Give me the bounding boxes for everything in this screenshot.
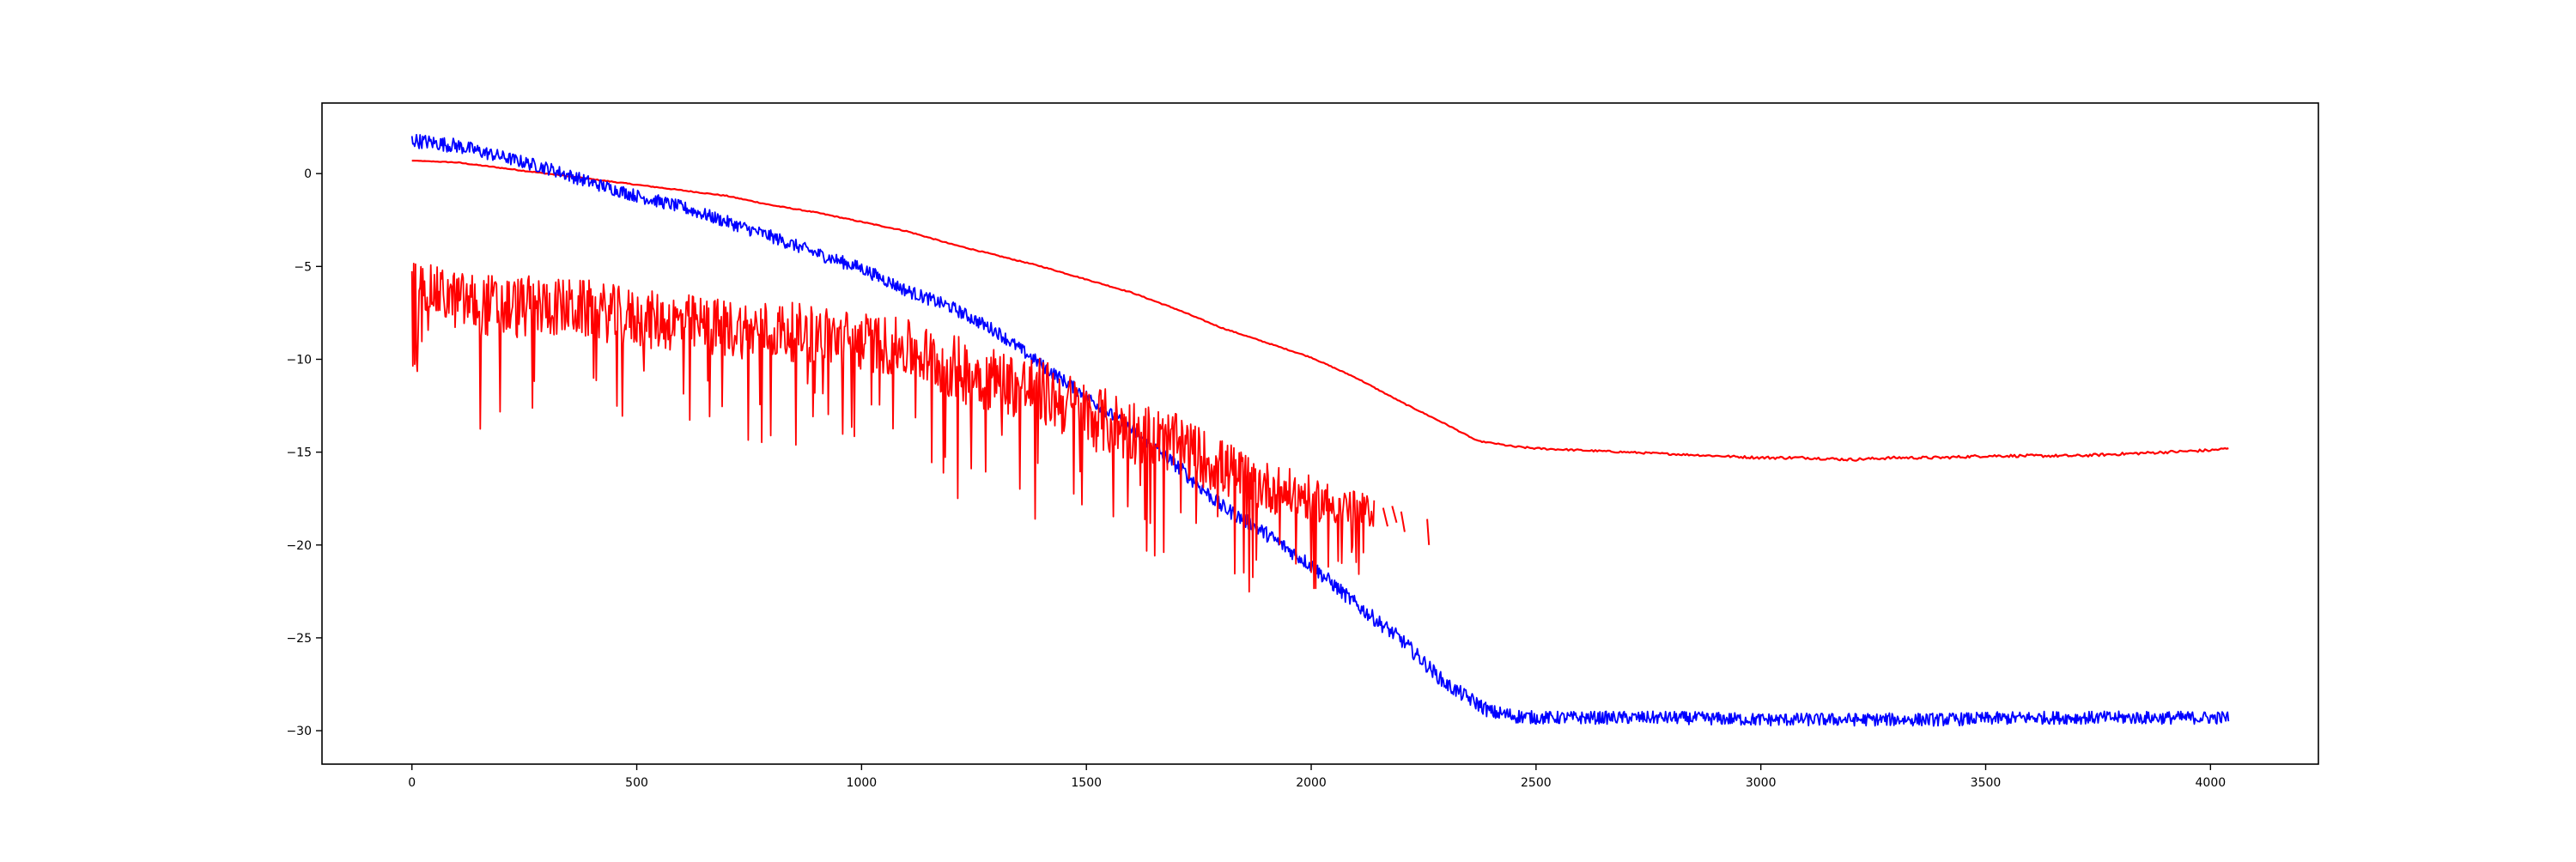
series-4-segment-1 bbox=[1382, 507, 1388, 527]
plot-frame bbox=[321, 102, 2319, 765]
x-tick-label: 1000 bbox=[847, 776, 878, 790]
x-tick-label: 0 bbox=[408, 776, 416, 790]
series-2-line bbox=[410, 134, 2230, 727]
y-tick-label: −10 bbox=[286, 353, 312, 367]
y-axis: 0 −5 −10 −15 −20 −25 −30 bbox=[286, 167, 322, 738]
series-1 bbox=[411, 160, 2229, 462]
y-tick-label: 0 bbox=[304, 167, 312, 181]
series-4-segment-3 bbox=[1400, 511, 1406, 532]
y-tick-label: −25 bbox=[286, 632, 312, 646]
x-tick-label: 1500 bbox=[1071, 776, 1102, 790]
x-tick-label: 500 bbox=[625, 776, 648, 790]
x-tick-label: 3500 bbox=[1971, 776, 2002, 790]
series-3 bbox=[410, 263, 1376, 593]
series-1-line bbox=[411, 160, 2229, 462]
x-tick-label: 4000 bbox=[2196, 776, 2227, 790]
y-tick-label: −30 bbox=[286, 725, 312, 738]
x-tick-label: 3000 bbox=[1746, 776, 1777, 790]
series-layer bbox=[410, 134, 2230, 727]
x-axis: 0 500 1000 1500 2000 2500 3000 3500 4000 bbox=[408, 764, 2226, 790]
series-2 bbox=[410, 134, 2230, 727]
x-tick-label: 2000 bbox=[1296, 776, 1327, 790]
y-tick-label: −20 bbox=[286, 539, 312, 553]
y-tick-label: −5 bbox=[294, 260, 312, 274]
series-4-segment-4 bbox=[1426, 519, 1431, 545]
x-tick-label: 2500 bbox=[1521, 776, 1552, 790]
series-3-line bbox=[410, 263, 1376, 593]
series-4-segment-2 bbox=[1391, 506, 1398, 524]
series-4 bbox=[1382, 506, 1431, 545]
y-tick-label: −15 bbox=[286, 446, 312, 460]
